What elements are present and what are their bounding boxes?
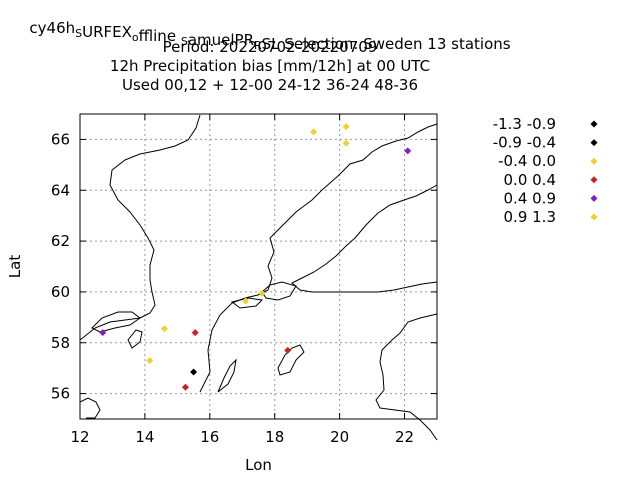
station-point [310,128,318,136]
station-point [181,383,189,391]
legend-marker [590,120,598,128]
y-tick-label: 58 [51,334,70,352]
y-tick-label: 62 [51,232,70,250]
title-segment: cy46h [29,19,75,37]
title-line-4: Used 00,12 + 12-00 24-12 36-24 48-36 [122,76,418,94]
baltic-states-coastline [375,313,438,441]
title-segment: R [254,39,262,52]
legend-label: 0.9 1.3 [504,208,556,226]
title-segment: Period: 20220702-20220709 [163,38,378,56]
title-segment: 12h Precipitation bias [mm/12h] at 00 UT… [110,57,430,75]
east-coast-sweden [199,123,438,393]
station-point [191,329,199,337]
title-segment: S [75,27,82,40]
title-segment: o [132,31,139,44]
y-axis-label: Lat [6,255,24,279]
vanern-lake [91,311,141,333]
title-line-1: cy46hSURFEXoffline SamuelPRRSL Selection… [29,19,510,53]
legend-label: -1.3 -0.9 [493,115,556,133]
plot-frame [79,113,438,420]
legend-label: -0.9 -0.4 [493,134,556,152]
title-segment: Used 00,12 + 12-00 24-12 36-24 48-36 [122,76,418,94]
title-segment: S [181,35,188,48]
x-tick-label: 18 [265,428,284,446]
data-points [99,123,412,391]
station-point [160,325,168,333]
legend-marker [590,139,598,147]
station-point [258,289,266,297]
sweden-coastline [79,114,201,341]
x-tick-label: 16 [200,428,219,446]
grid-lines [80,114,437,419]
coastline-map [79,114,438,441]
station-point [342,139,350,147]
title-segment: amuelPR [188,31,254,49]
station-point [190,368,198,376]
legend-marker [590,194,598,202]
legend-marker [590,213,598,221]
gotland-island [277,344,305,376]
chart-title: cy46hSURFEXoffline SamuelPRRSL Selection… [29,19,510,94]
y-tick-label: 60 [51,283,70,301]
denmark-coast [79,397,101,419]
station-point [146,357,154,365]
station-point [99,329,107,337]
vattern-lake [127,329,143,349]
legend-label: 0.4 0.9 [504,189,556,207]
legend-label: -0.4 0.0 [498,152,556,170]
x-tick-label: 20 [330,428,349,446]
x-tick-label: 22 [395,428,414,446]
station-point [404,147,412,155]
aland-island [261,281,297,301]
title-line-2: Period: 20220702-20220709 [163,38,378,56]
station-point [242,297,250,305]
x-tick-label: 12 [70,428,89,446]
y-tick-label: 66 [51,130,70,148]
title-segment: URFEX [82,23,132,41]
station-point [284,346,292,354]
y-tick-label: 56 [51,385,70,403]
oland-island [217,358,237,393]
title-line-3: 12h Precipitation bias [mm/12h] at 00 UT… [110,57,430,75]
legend: -1.3 -0.9-0.9 -0.4-0.4 0.00.0 0.40.4 0.9… [493,115,598,226]
x-tick-label: 14 [135,428,154,446]
finland-coastline [291,184,438,293]
y-tick-label: 64 [51,181,70,199]
x-axis-label: Lon [245,456,272,474]
title-segment: SL Selection: Sweden 13 stations [262,35,511,53]
title-segment: ffline [139,27,181,45]
station-point [342,123,350,131]
legend-marker [590,176,598,184]
axis-ticks: 12 14 16 18 20 22 56 58 60 62 64 66 [51,114,437,446]
legend-label: 0.0 0.4 [504,171,556,189]
legend-marker [590,157,598,165]
